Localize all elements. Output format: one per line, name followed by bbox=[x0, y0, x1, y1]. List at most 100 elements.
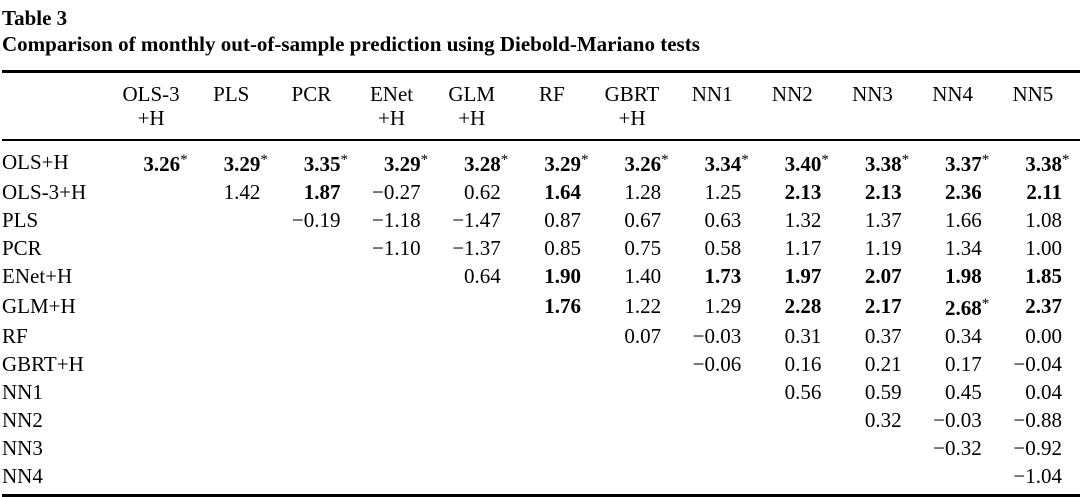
table-cell bbox=[198, 434, 278, 462]
table-cell bbox=[278, 350, 358, 378]
table-body: OLS+H 3.26* 3.29* 3.35* 3.29* 3.28* 3.29* 3.26*… bbox=[2, 140, 1080, 496]
cell-value: 1.40 bbox=[624, 264, 662, 288]
column-header: GBRT +H bbox=[598, 71, 680, 141]
corner-cell bbox=[2, 71, 118, 141]
table-cell bbox=[198, 290, 278, 322]
cell-value: 2.17 bbox=[864, 294, 902, 318]
row-header: NN1 bbox=[2, 380, 43, 404]
cell-value: 3.38 bbox=[1025, 152, 1062, 176]
table-cell bbox=[358, 378, 438, 406]
cell-value: 0.85 bbox=[544, 236, 581, 260]
table-cell: 1.90 bbox=[519, 262, 599, 290]
table-cell: −0.32 bbox=[920, 434, 1000, 462]
row-header: ENet+H bbox=[2, 264, 73, 288]
table-cell bbox=[198, 322, 278, 350]
table-row: RF 0.07 −0.03 0.31 0.37 0.34 0.00 bbox=[2, 322, 1080, 350]
cell-value: 3.40 bbox=[784, 152, 822, 176]
table-cell: 2.68* bbox=[944, 296, 990, 320]
table-cell: 2.13 bbox=[839, 178, 919, 206]
column-header-line1: NN2 bbox=[771, 82, 813, 106]
table-cell: 2.17 bbox=[839, 290, 919, 322]
cell-value: 1.22 bbox=[624, 294, 662, 318]
table-cell bbox=[198, 378, 278, 406]
table-cell: 3.29* bbox=[544, 152, 589, 176]
row-header: GBRT+H bbox=[2, 352, 84, 376]
cell-value: 0.62 bbox=[464, 180, 501, 204]
cell-value: 1.37 bbox=[864, 208, 902, 232]
column-header: NN4 bbox=[919, 71, 1000, 141]
table-cell: 0.63 bbox=[679, 206, 759, 234]
table-cell bbox=[679, 406, 759, 434]
table-row: OLS-3+H 1.42 1.87 −0.27 0.62 1.64 1.28 1.25 2.13… bbox=[2, 178, 1080, 206]
table-cell bbox=[278, 234, 358, 262]
table-cell bbox=[839, 462, 919, 496]
table-cell bbox=[358, 262, 438, 290]
table-cell bbox=[599, 350, 679, 378]
table-cell: 3.38* bbox=[864, 152, 910, 176]
cell-value: 1.98 bbox=[944, 264, 982, 288]
table-cell: 0.32 bbox=[839, 406, 919, 434]
cell-value: 0.75 bbox=[624, 236, 662, 260]
cell-value: 2.13 bbox=[864, 180, 902, 204]
table-cell: 0.34 bbox=[920, 322, 1000, 350]
cell-value: 0.59 bbox=[864, 380, 902, 404]
table-cell: 1.37 bbox=[839, 206, 919, 234]
table-cell: 2.28 bbox=[759, 290, 839, 322]
cell-value: −0.92 bbox=[1013, 436, 1062, 460]
cell-value: 0.00 bbox=[1025, 324, 1062, 348]
table-cell bbox=[759, 434, 839, 462]
column-header-line1: PCR bbox=[291, 82, 332, 106]
table-cell bbox=[519, 322, 599, 350]
table-cell bbox=[118, 290, 198, 322]
table-cell: 0.87 bbox=[519, 206, 599, 234]
table-cell bbox=[439, 290, 519, 322]
cell-value: 1.19 bbox=[864, 236, 902, 260]
table-row: PCR −1.10 −1.37 0.85 0.75 0.58 1.17 1.19 1.34 1.0… bbox=[2, 234, 1080, 262]
cell-value: 1.85 bbox=[1025, 264, 1062, 288]
cell-value: 0.87 bbox=[544, 208, 581, 232]
table-cell: 0.31 bbox=[759, 322, 839, 350]
table-cell bbox=[599, 462, 679, 496]
table-cell bbox=[198, 350, 278, 378]
header-row: OLS-3 +H PLS PCR ENet +H GLM +H RF GBRT +H NN1 NN2 NN… bbox=[2, 71, 1080, 141]
table-cell bbox=[519, 378, 599, 406]
cell-value: 1.00 bbox=[1025, 236, 1062, 260]
row-header: OLS-3+H bbox=[2, 180, 87, 204]
table-cell bbox=[599, 406, 679, 434]
column-header-line1: OLS-3 bbox=[122, 82, 180, 106]
cell-value: 0.31 bbox=[784, 324, 822, 348]
table-cell: 0.16 bbox=[759, 350, 839, 378]
column-header: NN3 bbox=[839, 71, 920, 141]
cell-value: 0.34 bbox=[944, 324, 982, 348]
table-cell: 2.13 bbox=[759, 178, 839, 206]
column-header-line1: NN3 bbox=[852, 82, 893, 106]
table-cell: −0.19 bbox=[278, 206, 358, 234]
table-cell bbox=[439, 378, 519, 406]
table-cell: 1.64 bbox=[519, 178, 599, 206]
row-header: NN3 bbox=[2, 436, 43, 460]
table-cell: 3.28* bbox=[464, 152, 509, 176]
table-cell: 0.00 bbox=[1000, 322, 1080, 350]
table-cell bbox=[278, 462, 358, 496]
table-cell: 0.59 bbox=[839, 378, 919, 406]
cell-value: 2.07 bbox=[864, 264, 902, 288]
table-cell: 1.66 bbox=[920, 206, 1000, 234]
table-cell bbox=[358, 350, 438, 378]
cell-value: −1.37 bbox=[452, 236, 501, 260]
table-cell bbox=[358, 290, 438, 322]
table-row: PLS −0.19 −1.18 −1.47 0.87 0.67 0.63 1.32 1.37 1.… bbox=[2, 206, 1080, 234]
cell-value: −1.10 bbox=[372, 236, 421, 260]
table-cell bbox=[118, 322, 198, 350]
table-row: OLS+H 3.26* 3.29* 3.35* 3.29* 3.28* 3.29* 3.26*… bbox=[2, 140, 1080, 178]
table-cell bbox=[519, 462, 599, 496]
table-cell bbox=[759, 406, 839, 434]
table-cell: 1.73 bbox=[679, 262, 759, 290]
row-header: PLS bbox=[2, 208, 39, 232]
cell-value: 2.11 bbox=[1026, 180, 1062, 204]
cell-value: 3.29 bbox=[544, 152, 581, 176]
table-cell: −1.18 bbox=[358, 206, 438, 234]
table-cell: −1.37 bbox=[439, 234, 519, 262]
cell-value: 0.45 bbox=[944, 380, 982, 404]
table-cell bbox=[118, 462, 198, 496]
